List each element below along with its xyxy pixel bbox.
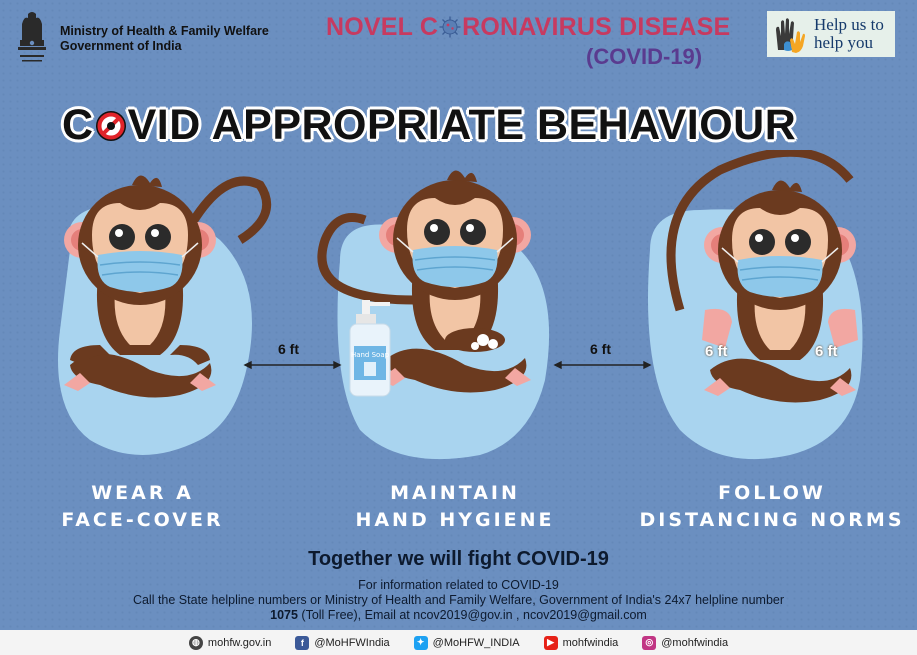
social-instagram[interactable]: ◎ @mohfwindia xyxy=(642,635,729,650)
helpline-number: 1075 xyxy=(270,608,298,622)
help-line-1: Help us to xyxy=(814,15,884,34)
info-line-1: For information related to COVID-19 xyxy=(358,578,559,592)
social-youtube[interactable]: ▶ mohfwindia xyxy=(543,635,619,650)
caption-face-line-1: WEAR A xyxy=(91,482,194,504)
social-facebook[interactable]: f @MoHFWIndia xyxy=(295,635,390,650)
campaign-heading: NOVEL C RONAVIRUS DISEASE xyxy=(326,13,730,42)
social-website-label: mohfw.gov.in xyxy=(207,636,272,649)
page-title: C VID APPROPRIATE BEHAVIOUR xyxy=(62,101,862,150)
distance-arrow-left xyxy=(243,360,342,370)
coronavirus-icon xyxy=(439,16,461,38)
info-line-2: Call the State helpline numbers or Minis… xyxy=(132,593,785,607)
social-twitter-label: @MoHFW_INDIA xyxy=(432,636,520,649)
no-virus-icon xyxy=(95,111,126,141)
globe-icon: ◍ xyxy=(188,635,203,650)
caption-face-line-2: FACE-COVER xyxy=(61,509,224,531)
caption-hand-line-1: MAINTAIN xyxy=(390,482,520,504)
hand-soap-bottle: Hand Soap xyxy=(349,300,391,397)
info-line-3: 1075 (Toll Free), Email at ncov2019@gov.… xyxy=(0,608,917,622)
title-rest: VID APPROPRIATE BEHAVIOUR xyxy=(127,101,797,149)
facebook-icon: f xyxy=(295,635,310,650)
caption-hand-hygiene: MAINTAIN HAND HYGIENE xyxy=(330,480,580,534)
ministry-name: Ministry of Health & Family Welfare xyxy=(60,24,269,38)
helping-hands-icon xyxy=(776,18,805,53)
help-us-badge: Help us to help you xyxy=(767,11,895,57)
monkey-distancing xyxy=(666,150,858,403)
social-website[interactable]: ◍ mohfw.gov.in xyxy=(188,635,272,650)
social-instagram-label: @mohfwindia xyxy=(661,636,729,649)
monkey-hand-hygiene xyxy=(317,169,532,393)
caption-dist-line-1: FOLLOW xyxy=(718,482,826,504)
hand-label-right: 6 ft xyxy=(815,343,838,360)
caption-face-cover: WEAR A FACE-COVER xyxy=(30,480,255,534)
together-slogan: Together we will fight COVID-19 xyxy=(308,548,609,570)
distance-label-left: 6 ft xyxy=(278,341,299,357)
social-footer: ◍ mohfw.gov.in f @MoHFWIndia ✦ @MoHFW_IN… xyxy=(0,630,917,655)
youtube-icon: ▶ xyxy=(543,635,558,650)
national-emblem-icon xyxy=(18,12,46,62)
caption-hand-line-2: HAND HYGIENE xyxy=(355,509,555,531)
help-line-2: help you xyxy=(814,33,874,52)
monkey-face-cover xyxy=(63,174,272,398)
illustration-area: Hand Soap xyxy=(58,150,863,460)
caption-distancing: FOLLOW DISTANCING NORMS xyxy=(627,480,917,534)
social-facebook-label: @MoHFWIndia xyxy=(314,636,390,649)
campaign-subheading: (COVID-19) xyxy=(586,44,703,69)
campaign-heading-suffix: RONAVIRUS DISEASE xyxy=(462,13,731,41)
ministry-block: Ministry of Health & Family Welfare Gove… xyxy=(14,10,269,68)
title-prefix: C xyxy=(62,101,94,149)
social-youtube-label: mohfwindia xyxy=(562,636,619,649)
social-twitter[interactable]: ✦ @MoHFW_INDIA xyxy=(413,635,520,650)
hand-label-left: 6 ft xyxy=(705,343,728,360)
distance-arrow-right xyxy=(553,360,652,370)
twitter-icon: ✦ xyxy=(413,635,428,650)
government-name: Government of India xyxy=(60,39,182,53)
instagram-icon: ◎ xyxy=(642,635,657,650)
contact-details: (Toll Free), Email at ncov2019@gov.in , … xyxy=(297,608,647,622)
distance-label-right: 6 ft xyxy=(590,341,611,357)
campaign-heading-prefix: NOVEL C xyxy=(326,13,439,41)
soap-label: Hand Soap xyxy=(351,351,390,359)
caption-dist-line-2: DISTANCING NORMS xyxy=(639,509,905,531)
